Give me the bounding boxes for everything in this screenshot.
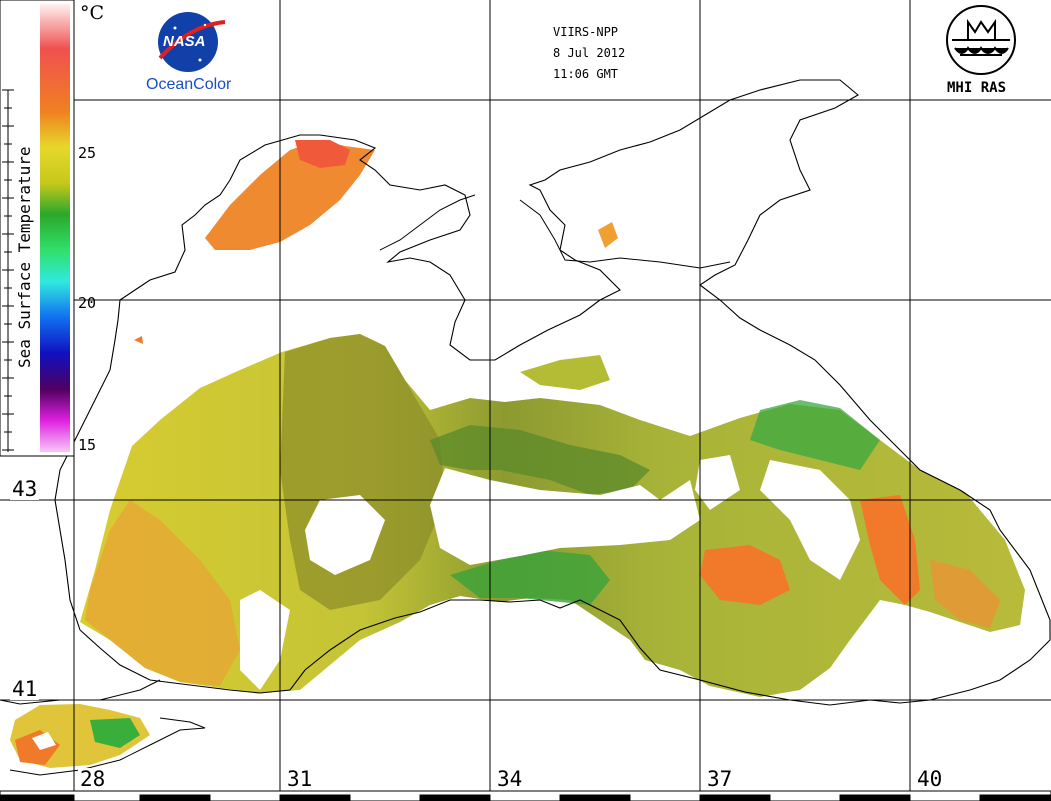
satellite-name: VIIRS-NPP <box>553 25 619 39</box>
sst-warm-east-1 <box>860 495 920 605</box>
sst-northwest-shelf <box>205 140 375 250</box>
acquisition-info: VIIRS-NPP 8 Jul 2012 11:06 GMT <box>553 22 625 85</box>
sst-northwest-hot <box>295 140 350 168</box>
sst-green-north <box>430 425 650 495</box>
lon-label-37: 37 <box>705 767 735 791</box>
oceancolor-label: OceanColor <box>146 76 232 93</box>
cloud-gap-marmara <box>32 732 56 750</box>
colorbar-tick-25: 25 <box>78 144 97 162</box>
colorbar-tick-20: 20 <box>78 294 97 312</box>
cloud-gap-east2 <box>695 455 740 510</box>
colorbar-unit: °C <box>80 2 105 24</box>
lon-label-34: 34 <box>495 767 525 791</box>
sst-small-azov <box>598 222 618 248</box>
lon-label-31: 31 <box>285 767 315 791</box>
cloud-gap-west2 <box>240 590 290 690</box>
coastline-azov-detail <box>379 194 731 269</box>
coastline-black-sea <box>54 79 1051 706</box>
lat-label-41: 41 <box>10 677 40 701</box>
sst-warm-west <box>85 500 240 686</box>
colorbar-tick-15: 15 <box>78 436 97 454</box>
colorbar <box>0 0 75 457</box>
cloud-gap-center <box>430 468 700 565</box>
lat-label-43: 43 <box>10 477 40 501</box>
nasa-logo-icon <box>158 12 226 72</box>
sst-warm-east-2 <box>700 545 790 605</box>
sst-green-east <box>750 400 880 470</box>
nasa-logo-text: NASA <box>163 33 206 50</box>
bottom-scale <box>0 790 1051 801</box>
colorbar-gradient <box>40 4 70 452</box>
mhi-ras-logo-icon <box>946 5 1016 75</box>
colorbar-ruler <box>2 89 14 452</box>
cloud-gap-east <box>760 460 860 580</box>
acquisition-date: 8 Jul 2012 <box>553 46 626 60</box>
sst-marmara-green <box>90 718 140 748</box>
cloud-gap-west <box>305 495 385 575</box>
acquisition-time: 11:06 GMT <box>553 67 619 81</box>
mhi-ras-label: MHI RAS <box>947 80 1007 96</box>
sst-warm-east-3 <box>930 560 1000 628</box>
sst-small-bit <box>520 355 610 390</box>
sst-small-west <box>134 336 143 344</box>
colorbar-title: Sea Surface Temperature <box>15 146 34 368</box>
lon-label-40: 40 <box>915 767 945 791</box>
lon-label-28: 28 <box>78 767 108 791</box>
